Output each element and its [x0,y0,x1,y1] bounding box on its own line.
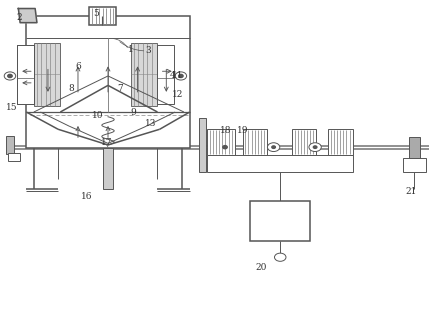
Text: 10: 10 [92,111,104,120]
Bar [34,43,60,106]
Text: 12: 12 [171,90,183,99]
Text: 16: 16 [81,192,93,201]
Text: 19: 19 [237,126,249,135]
Bar [250,201,310,241]
Circle shape [313,146,317,148]
Circle shape [309,143,321,152]
Bar [198,118,206,172]
Bar [207,129,235,155]
Bar [207,155,353,172]
Text: 17: 17 [101,138,113,147]
Bar [17,45,34,104]
Text: 2: 2 [16,14,22,22]
Text: 20: 20 [256,263,267,272]
Circle shape [179,74,183,77]
Circle shape [268,143,280,152]
Bar [7,136,13,154]
Bar [157,45,174,104]
Text: 11: 11 [171,72,183,80]
Bar [103,148,113,189]
Text: 7: 7 [117,84,123,93]
Bar [328,129,353,155]
Text: 3: 3 [146,46,152,55]
Circle shape [223,146,227,149]
Bar [26,16,190,148]
Bar [17,45,34,104]
Text: 15: 15 [6,103,18,112]
Text: 4: 4 [170,72,176,80]
Text: 18: 18 [220,126,232,135]
Text: 6: 6 [75,62,81,71]
Text: 13: 13 [145,119,156,129]
Bar [243,129,267,155]
Polygon shape [18,9,37,23]
Circle shape [175,72,187,80]
Text: 9: 9 [130,107,136,117]
Bar [292,129,316,155]
Bar [89,7,116,25]
Circle shape [275,253,286,261]
Text: 1: 1 [128,45,134,54]
Bar [131,43,157,106]
Text: 21: 21 [406,187,417,197]
Circle shape [4,72,16,80]
Circle shape [272,146,276,148]
Bar [403,158,426,172]
Circle shape [8,74,12,77]
Text: 8: 8 [69,84,74,93]
Text: 5: 5 [93,9,99,18]
Bar [8,153,20,161]
Bar [409,137,420,158]
